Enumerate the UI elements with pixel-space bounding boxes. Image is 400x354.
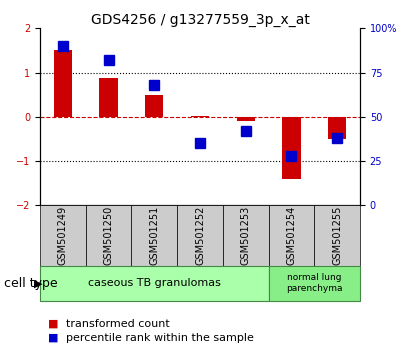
- Text: ■: ■: [48, 319, 58, 329]
- Text: GSM501255: GSM501255: [332, 206, 342, 265]
- Text: GSM501254: GSM501254: [286, 206, 296, 265]
- Text: ▶: ▶: [34, 278, 42, 288]
- Text: transformed count: transformed count: [66, 319, 170, 329]
- Text: GSM501253: GSM501253: [241, 206, 251, 265]
- Text: GSM501249: GSM501249: [58, 206, 68, 265]
- Bar: [282, 117, 300, 179]
- Text: GSM501252: GSM501252: [195, 206, 205, 265]
- Text: GSM501250: GSM501250: [104, 206, 114, 265]
- Text: GSM501251: GSM501251: [149, 206, 159, 265]
- Bar: [328, 117, 346, 139]
- Bar: [191, 116, 209, 117]
- Bar: [145, 95, 164, 117]
- Text: normal lung
parenchyma: normal lung parenchyma: [286, 274, 342, 293]
- Bar: [100, 78, 118, 117]
- Title: GDS4256 / g13277559_3p_x_at: GDS4256 / g13277559_3p_x_at: [90, 13, 310, 27]
- Text: caseous TB granulomas: caseous TB granulomas: [88, 278, 221, 288]
- Text: percentile rank within the sample: percentile rank within the sample: [66, 333, 254, 343]
- Text: cell type: cell type: [4, 277, 58, 290]
- Bar: [54, 50, 72, 117]
- Text: ■: ■: [48, 333, 58, 343]
- Bar: [236, 117, 255, 121]
